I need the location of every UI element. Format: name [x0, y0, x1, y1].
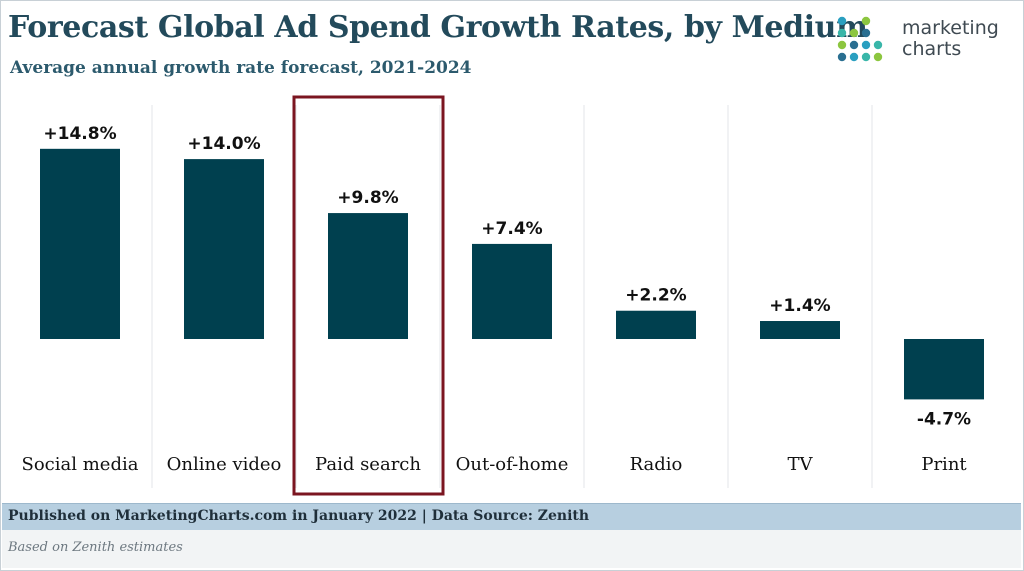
logo-dot [861, 28, 871, 38]
bar-tv [760, 321, 840, 339]
footer-note-text: Based on Zenith estimates [8, 540, 183, 555]
bar-chart: +14.8% Social media +14.0% Online video +9.8… [22, 95, 984, 496]
logo-dot [873, 40, 883, 50]
bar-radio [616, 310, 696, 339]
category-label: Out-of-home [456, 454, 569, 475]
data-label: +1.4% [769, 296, 830, 316]
logo-dot [837, 28, 847, 38]
category-label: Social media [22, 454, 139, 475]
logo-line-1: marketing [902, 17, 999, 39]
data-label: +9.8% [337, 188, 398, 208]
logo-dot [849, 52, 859, 62]
data-label: -4.7% [917, 409, 971, 429]
category-label: TV [787, 454, 813, 475]
chart-subtitle: Average annual growth rate forecast, 202… [10, 58, 472, 78]
logo-dot [861, 16, 871, 26]
logo-dot [837, 16, 847, 26]
chart-title: Forecast Global Ad Spend Growth Rates, b… [8, 10, 868, 45]
category-label: Radio [630, 454, 683, 475]
logo-dot [873, 52, 883, 62]
bar-online-video [184, 159, 264, 339]
logo-dot [837, 40, 847, 50]
category-label: Online video [167, 454, 282, 475]
logo-dot [849, 28, 859, 38]
logo-dot [861, 52, 871, 62]
category-label: Paid search [315, 454, 421, 475]
footer-source-bar: Published on MarketingCharts.com in Janu… [2, 503, 1021, 530]
footer-source-text: Published on MarketingCharts.com in Janu… [8, 508, 590, 524]
data-label: +14.0% [187, 134, 260, 154]
logo-text: marketing charts [902, 18, 999, 60]
highlight-box [292, 95, 445, 496]
logo-dot [861, 40, 871, 50]
data-label: +2.2% [625, 286, 686, 306]
marketingcharts-logo: marketing charts [836, 15, 1022, 69]
logo-dots-icon [837, 16, 883, 62]
logo-dot [837, 52, 847, 62]
bar-out-of-home [472, 243, 552, 339]
data-label: +14.8% [43, 124, 116, 144]
data-label: +7.4% [481, 219, 542, 239]
logo-dot [849, 40, 859, 50]
category-label: Print [921, 454, 967, 475]
bar-print [904, 339, 984, 400]
bar-social-media [40, 148, 120, 339]
logo-line-2: charts [902, 38, 962, 60]
bar-paid-search [328, 213, 408, 339]
footer-note-bar: Based on Zenith estimates [2, 530, 1021, 568]
